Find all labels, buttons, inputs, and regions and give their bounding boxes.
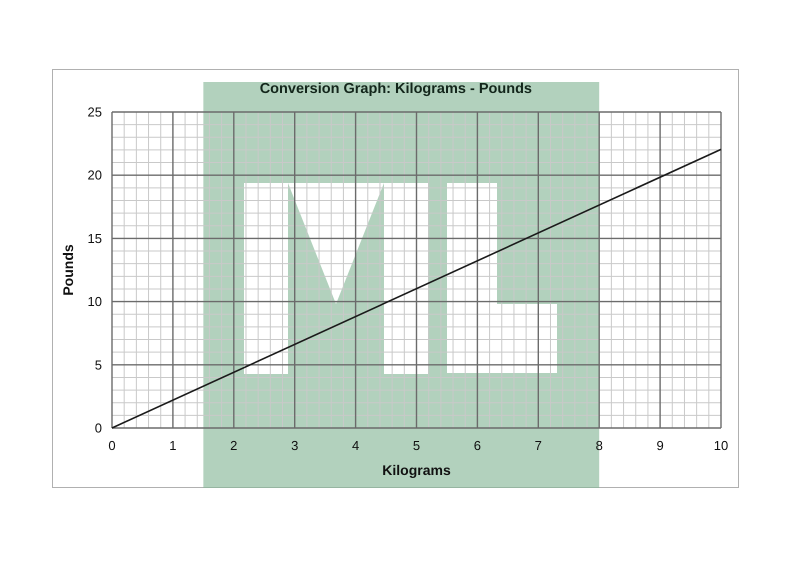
svg-text:Kilograms: Kilograms — [382, 462, 451, 478]
svg-text:Conversion Graph: Kilograms -: Conversion Graph: Kilograms - Pounds — [260, 81, 532, 97]
svg-text:7: 7 — [535, 438, 542, 453]
svg-text:20: 20 — [88, 168, 102, 183]
svg-text:5: 5 — [95, 357, 102, 372]
svg-text:15: 15 — [88, 231, 102, 246]
svg-text:1: 1 — [169, 438, 176, 453]
svg-text:25: 25 — [88, 105, 102, 120]
svg-text:Pounds: Pounds — [60, 244, 76, 296]
svg-text:5: 5 — [413, 438, 420, 453]
svg-text:10: 10 — [88, 294, 102, 309]
svg-text:0: 0 — [108, 438, 115, 453]
svg-text:8: 8 — [596, 438, 603, 453]
svg-text:9: 9 — [656, 438, 663, 453]
svg-text:6: 6 — [474, 438, 481, 453]
svg-text:4: 4 — [352, 438, 359, 453]
svg-text:3: 3 — [291, 438, 298, 453]
svg-text:2: 2 — [230, 438, 237, 453]
svg-text:10: 10 — [714, 438, 728, 453]
svg-text:0: 0 — [95, 421, 102, 436]
